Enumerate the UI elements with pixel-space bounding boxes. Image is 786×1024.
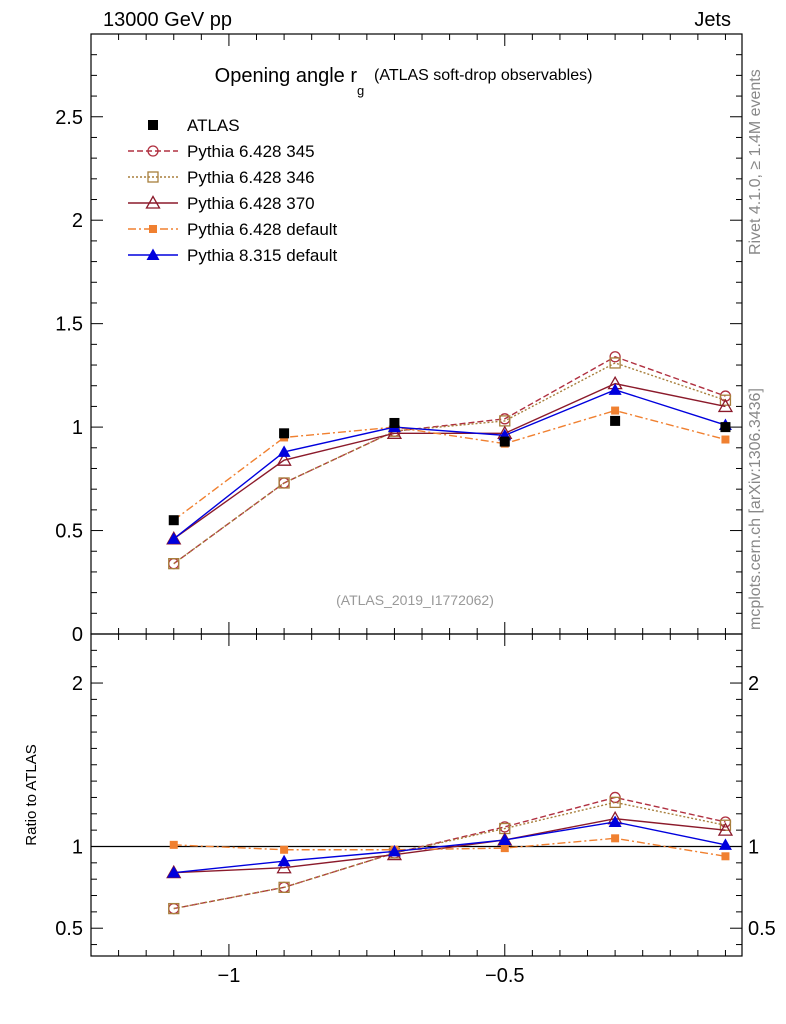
legend-label-pythia-6-428-345: Pythia 6.428 345 [187,142,315,161]
data-point-pythia-8-315-default [608,815,622,827]
legend-label-atlas: ATLAS [187,116,240,135]
series-line-pythia-6-428-370 [173,382,726,540]
ratio-series-group [166,791,734,915]
analysis-tag: (ATLAS_2019_I1772062) [336,592,494,608]
data-point-pythia-8-315-default [277,854,291,867]
data-point-pythia-6-428-346 [609,796,621,809]
chart-title-subscript: g [357,83,364,98]
data-point-pythia-8-315-default [718,838,732,850]
data-point-pythia-6-428-default [721,435,730,444]
series-line-pythia-6-428-default [173,837,726,857]
data-point-pythia-8-315-default [167,532,181,544]
category-label: Jets [694,9,731,31]
data-point-atlas [389,417,400,428]
data-point-pythia-8-315-default [167,866,181,878]
data-point-atlas [499,436,510,447]
legend-label-pythia-6-428-default: Pythia 6.428 default [187,220,338,239]
y-tick-label: 1 [72,417,83,439]
data-point-pythia-6-428-370 [717,822,734,836]
legend-label-pythia-8-315-default: Pythia 8.315 default [187,246,338,265]
y-tick-label: 2 [72,673,83,695]
series-line-pythia-6-428-346 [173,801,726,910]
series-line-pythia-6-428-345 [173,796,726,910]
main-axes: 0 0.5 1 1.5 2 2.5 [55,33,742,646]
data-point-pythia-6-428-370 [276,859,292,874]
chart-subtitle: (ATLAS soft-drop observables) [374,67,592,84]
legend-label-pythia-6-428-346: Pythia 6.428 346 [187,168,315,187]
data-point-pythia-8-315-default [498,833,512,845]
legend-label-pythia-6-428-370: Pythia 6.428 370 [187,194,315,213]
data-point-pythia-6-428-default [500,844,509,853]
legend-marker-pythia-6-428-346 [147,171,159,183]
data-point-pythia-6-428-346 [499,415,511,427]
series-line-pythia-6-428-370 [173,817,726,874]
data-point-pythia-6-428-346 [719,394,732,406]
series-line-pythia-6-428-345 [173,355,726,565]
chart-title: Opening angle r [215,65,358,87]
data-point-pythia-6-428-346 [168,558,180,570]
y-tick-label-right: 0.5 [748,918,776,940]
y-tick-label-right: 2 [748,673,759,695]
ratio-axes: −1 −0.5 0.5 0.5 1 1 2 2 [55,634,776,987]
y-tick-label: 0.5 [55,918,83,940]
legend-marker-pythia-6-428-default [149,225,157,233]
x-tick-label: −1 [218,965,241,987]
data-point-pythia-6-428-370 [276,452,292,466]
x-tick-label: −0.5 [485,965,524,987]
data-point-pythia-6-428-346 [278,477,290,489]
data-point-atlas [720,422,731,433]
main-series-group [166,351,734,570]
data-point-pythia-6-428-default [280,845,289,854]
y-tick-label: 1.5 [55,314,83,336]
legend: ATLAS Pythia 6.428 345 Pythia 6.428 346 Pyt… [128,116,338,265]
y-tick-label-right: 1 [748,836,759,858]
legend-marker-atlas [148,120,158,130]
data-point-pythia-8-315-default [387,844,401,857]
y-tick-label: 1 [72,836,83,858]
energy-label: 13000 GeV pp [103,9,232,31]
ratio-panel-frame [90,633,743,957]
data-point-pythia-6-428-345 [609,351,621,363]
data-point-atlas [168,515,179,526]
y-tick-label: 2 [72,210,83,232]
series-line-pythia-6-428-346 [173,362,726,565]
series-line-pythia-8-315-default [173,821,726,874]
data-point-pythia-8-315-default [277,445,291,457]
data-point-pythia-6-428-default [721,852,730,861]
data-point-pythia-6-428-default [611,406,620,415]
series-line-pythia-6-428-default [173,409,726,521]
data-point-pythia-6-428-default [169,840,178,849]
y-tick-label: 0.5 [55,521,83,543]
data-point-pythia-6-428-346 [499,822,511,835]
ratio-panel: −1 −0.5 0.5 0.5 1 1 2 2 Ratio to ATLAS [23,633,776,987]
y-tick-label: 2.5 [55,107,83,129]
data-point-pythia-6-428-346 [168,902,180,915]
data-point-pythia-6-428-346 [609,357,621,369]
series-line-pythia-8-315-default [173,389,726,540]
data-point-pythia-6-428-346 [719,819,732,831]
data-point-pythia-6-428-default [611,834,620,843]
y-tick-label: 0 [72,624,83,646]
legend-marker-pythia-6-428-370 [145,195,161,209]
legend-marker-pythia-8-315-default [146,248,160,260]
data-point-pythia-6-428-370 [386,425,403,439]
data-point-atlas [610,415,621,426]
data-point-pythia-8-315-default [608,383,622,395]
data-point-pythia-6-428-370 [717,398,734,413]
main-panel: 0 0.5 1 1.5 2 2.5 Opening angle r g (ATLAS so… [55,33,743,646]
data-point-atlas [279,428,290,439]
data-point-pythia-6-428-346 [278,881,290,894]
ratio-y-axis-label: Ratio to ATLAS [23,744,40,845]
legend-marker-pythia-6-428-345 [147,145,159,157]
